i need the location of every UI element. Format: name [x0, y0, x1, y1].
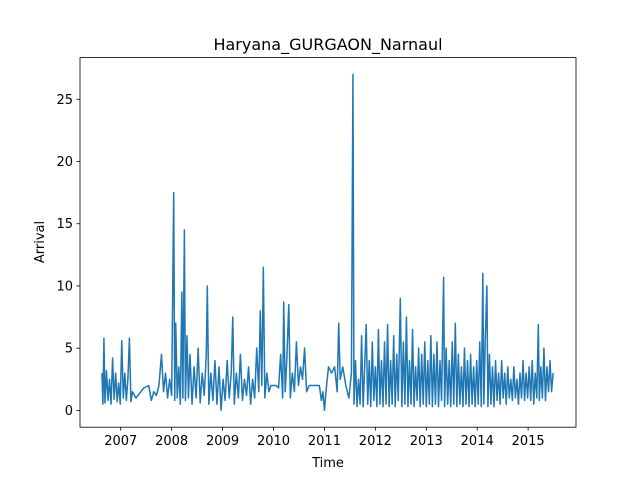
x-tick-label: 2010: [257, 434, 290, 449]
x-tick-label: 2008: [155, 434, 188, 449]
chart-title: Haryana_GURGAON_Narnaul: [213, 35, 442, 55]
y-axis-label: Arrival: [33, 221, 48, 263]
x-tick-label: 2011: [308, 434, 341, 449]
y-tick-label: 20: [56, 155, 73, 170]
x-tick-label: 2013: [410, 434, 443, 449]
data-line: [101, 73, 554, 412]
y-tick-label: 25: [56, 93, 73, 108]
x-tick-label: 2015: [512, 434, 545, 449]
x-tick-label: 2012: [359, 434, 392, 449]
axes-frame: [79, 57, 577, 428]
x-axis-label: Time: [311, 456, 344, 471]
y-tick-label: 5: [65, 342, 73, 357]
y-tick-label: 10: [56, 279, 73, 294]
y-tick-label: 0: [65, 404, 73, 419]
x-tick-label: 2014: [461, 434, 494, 449]
x-tick-label: 2009: [206, 434, 239, 449]
y-tick-label: 15: [56, 217, 73, 232]
x-tick-label: 2007: [104, 434, 137, 449]
